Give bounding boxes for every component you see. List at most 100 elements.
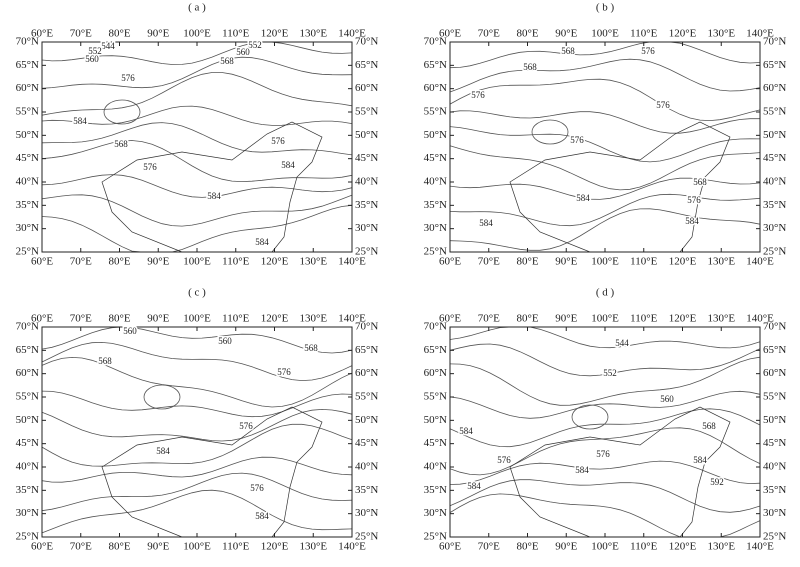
y-tick-label: 70°N (424, 36, 447, 48)
y-tick-label: 70°N (355, 36, 378, 48)
contour-label: 552 (603, 368, 617, 378)
y-tick-label: 45°N (355, 437, 378, 449)
x-tick-label: 100°E (183, 28, 211, 40)
contour-label: 576 (641, 46, 655, 56)
y-tick-label: 45°N (763, 152, 786, 164)
x-tick-label: 90°E (555, 256, 577, 268)
contour-line (41, 56, 353, 89)
contour-line (41, 72, 353, 116)
x-tick-label: 120°E (669, 28, 697, 40)
y-tick-label: 35°N (424, 484, 447, 496)
contour-label: 584 (685, 216, 699, 226)
contour-label: 584 (255, 511, 269, 521)
contour-label: 568 (523, 62, 537, 72)
border (101, 121, 323, 253)
contour-label: 568 (220, 56, 234, 66)
contour-line (103, 99, 141, 125)
y-tick-label: 30°N (16, 222, 39, 234)
x-tick-label: 100°E (591, 256, 619, 268)
y-tick-label: 30°N (16, 507, 39, 519)
contour-label: 576 (570, 135, 584, 145)
contour-line (41, 204, 353, 253)
contour-label: 568 (98, 356, 112, 366)
x-tick-label: 120°E (669, 256, 697, 268)
y-tick-label: 30°N (424, 507, 447, 519)
x-tick-label: 70°E (70, 541, 92, 553)
x-tick-label: 110°E (630, 313, 657, 325)
contour-line (41, 456, 353, 483)
contour-label: 576 (239, 421, 253, 431)
contour-line (41, 341, 353, 382)
contour-label: 576 (656, 100, 670, 110)
x-tick-label: 100°E (183, 256, 211, 268)
x-tick-label: 90°E (147, 313, 169, 325)
x-tick-label: 130°E (707, 313, 735, 325)
x-tick-label: 60°E (439, 256, 461, 268)
x-tick-label: 110°E (222, 28, 249, 40)
contour-label: 568 (693, 177, 707, 187)
x-tick-label: 60°E (31, 541, 53, 553)
x-tick-label: 90°E (147, 256, 169, 268)
y-tick-label: 40°N (355, 176, 378, 188)
y-tick-label: 30°N (355, 507, 378, 519)
contour-line (449, 356, 761, 406)
x-tick-label: 110°E (630, 28, 657, 40)
x-tick-label: 60°E (439, 28, 461, 40)
panel-label: ( c ) (188, 287, 206, 299)
contour-line (531, 119, 569, 145)
contour-line (41, 423, 353, 467)
x-tick-label: 80°E (108, 256, 130, 268)
x-tick-label: 80°E (516, 313, 538, 325)
x-tick-label: 120°E (261, 313, 289, 325)
y-tick-label: 50°N (16, 129, 39, 141)
x-tick-label: 140°E (746, 541, 774, 553)
contour-line (571, 404, 609, 430)
y-tick-label: 70°N (355, 321, 378, 333)
y-tick-label: 55°N (424, 391, 447, 403)
x-tick-label: 70°E (478, 256, 500, 268)
y-tick-label: 45°N (16, 437, 39, 449)
border (101, 406, 323, 538)
contour-label: 584 (255, 237, 269, 247)
y-tick-label: 45°N (16, 152, 39, 164)
y-tick-label: 30°N (355, 222, 378, 234)
y-tick-label: 65°N (763, 344, 786, 356)
y-tick-label: 45°N (763, 437, 786, 449)
y-tick-label: 60°N (16, 367, 39, 379)
contour-line (41, 122, 353, 156)
y-tick-label: 40°N (424, 461, 447, 473)
contour-line (449, 208, 761, 251)
y-tick-label: 55°N (763, 106, 786, 118)
x-tick-label: 140°E (746, 256, 774, 268)
x-tick-label: 90°E (147, 541, 169, 553)
y-tick-label: 45°N (424, 152, 447, 164)
y-tick-label: 50°N (355, 129, 378, 141)
contour-line (449, 177, 761, 200)
contour-label: 584 (73, 116, 87, 126)
y-tick-label: 60°N (355, 367, 378, 379)
y-tick-label: 65°N (16, 59, 39, 71)
map-frame (41, 41, 353, 253)
y-tick-label: 55°N (16, 391, 39, 403)
y-tick-label: 25°N (355, 246, 378, 258)
y-tick-label: 25°N (424, 531, 447, 543)
x-tick-label: 140°E (338, 541, 366, 553)
panel-label: ( a ) (188, 2, 206, 14)
contour-line (449, 41, 761, 69)
contour-line (41, 194, 353, 227)
contour-line (449, 493, 761, 538)
y-tick-label: 70°N (424, 321, 447, 333)
contour-label: 576 (277, 367, 291, 377)
contour-label: 544 (101, 41, 115, 51)
contour-label: 584 (281, 160, 295, 170)
y-tick-label: 60°N (424, 82, 447, 94)
contour-line (449, 479, 761, 513)
contour-label: 560 (218, 336, 232, 346)
y-tick-label: 30°N (424, 222, 447, 234)
x-tick-label: 110°E (630, 256, 657, 268)
x-tick-label: 100°E (183, 313, 211, 325)
x-tick-label: 120°E (669, 541, 697, 553)
y-tick-label: 65°N (16, 344, 39, 356)
y-tick-label: 60°N (16, 82, 39, 94)
